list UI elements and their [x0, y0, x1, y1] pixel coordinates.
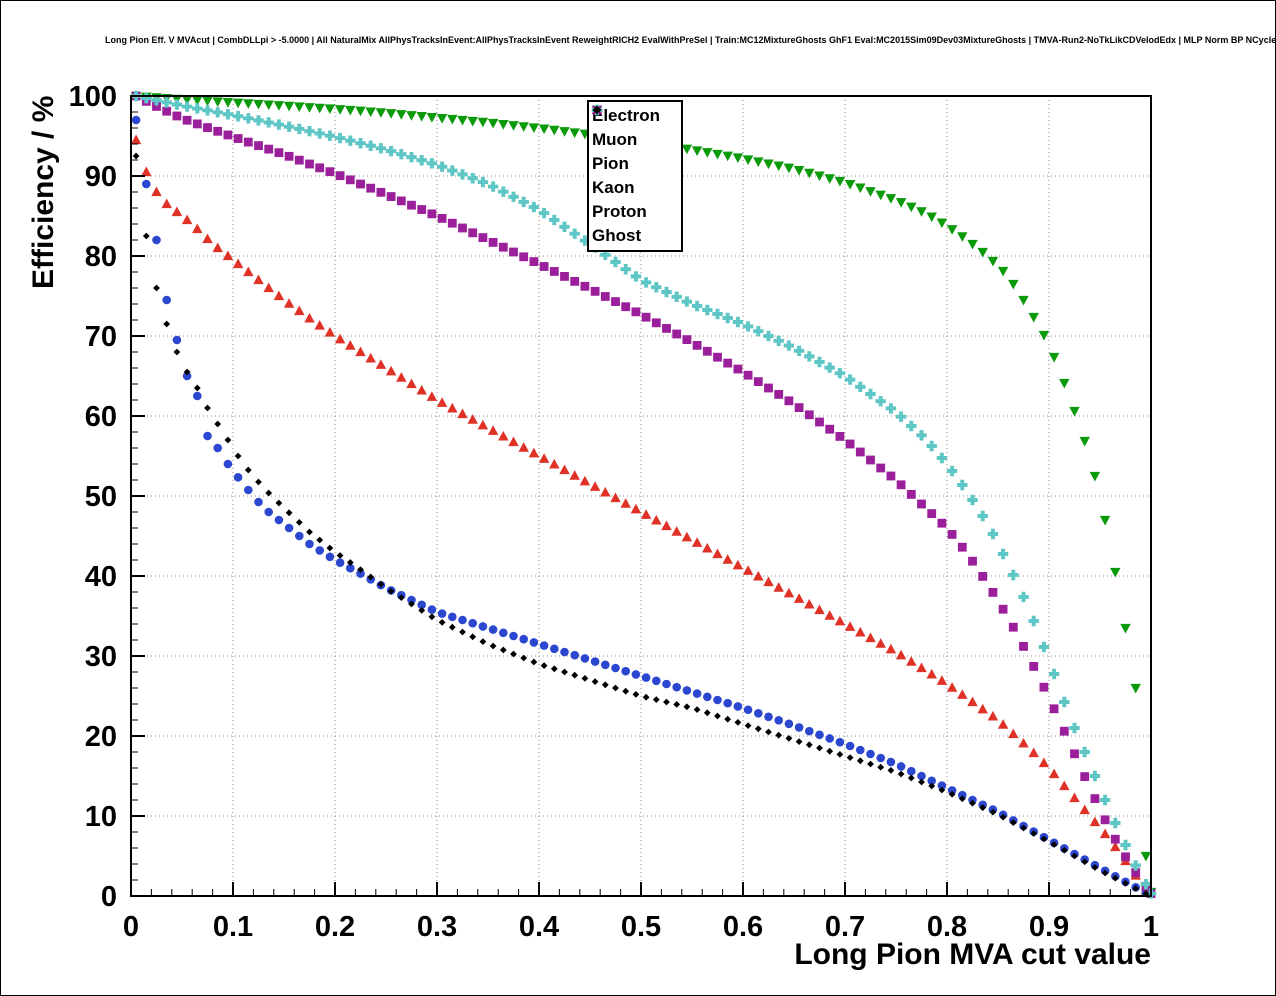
x-tick-label: 0.6 — [723, 911, 763, 943]
x-tick-label: 0 — [123, 911, 139, 943]
legend-label: Proton — [592, 202, 647, 221]
legend-entry-kaon: Kaon — [592, 105, 681, 200]
x-tick-label: 1 — [1143, 911, 1159, 943]
x-tick-label: 0.4 — [519, 911, 559, 943]
x-tick-label: 0.5 — [621, 911, 661, 943]
legend-label: Ghost — [592, 226, 642, 245]
plot-title: Long Pion Eff. V MVAcut | CombDLLpi > -5… — [105, 35, 1276, 45]
y-tick-label: 20 — [85, 721, 117, 753]
y-tick-label: 10 — [85, 801, 117, 833]
legend-entry-electron: Electron — [591, 104, 681, 128]
y-tick-label: 30 — [85, 641, 117, 673]
legend-entry-proton: Proton — [591, 104, 681, 224]
legend-entry-pion: Pion — [591, 105, 681, 176]
legend-label: Muon — [592, 130, 638, 149]
legend: Electron Muon Pion Kaon Proton Ghost — [587, 100, 683, 252]
y-tick-label: 70 — [85, 321, 117, 353]
x-tick-label: 0.8 — [927, 911, 967, 943]
x-tick-label: 0.7 — [825, 911, 865, 943]
diamond-marker-icon — [592, 105, 602, 115]
legend-label: Pion — [592, 154, 629, 173]
x-tick-label: 0.2 — [315, 911, 355, 943]
x-tick-label: 0.1 — [213, 911, 253, 943]
y-tick-label: 80 — [85, 241, 117, 273]
legend-entry-ghost: Ghost — [592, 105, 681, 248]
axis-ticks — [130, 95, 1152, 897]
y-tick-label: 50 — [85, 481, 117, 513]
x-tick-label: 0.3 — [417, 911, 457, 943]
y-axis-title: Efficiency / % — [27, 96, 60, 289]
legend-entry-muon: Muon — [592, 105, 681, 152]
legend-label: Electron — [592, 106, 661, 125]
series-ghost — [132, 152, 1150, 897]
legend-label: Kaon — [592, 178, 635, 197]
grid-lines — [131, 96, 1151, 896]
x-tick-label: 0.9 — [1029, 911, 1069, 943]
axis-tick-labels: 0 0.1 0.2 0.3 0.4 0.5 0.6 0.7 0.8 0.9 101020304050… — [69, 81, 1159, 943]
data-series — [130, 90, 1157, 899]
y-tick-label: 60 — [85, 401, 117, 433]
y-tick-label: 0 — [101, 881, 117, 913]
y-tick-label: 90 — [85, 161, 117, 193]
x-axis-title: Long Pion MVA cut value — [794, 938, 1151, 971]
y-tick-label: 100 — [69, 81, 117, 113]
y-tick-label: 40 — [85, 561, 117, 593]
